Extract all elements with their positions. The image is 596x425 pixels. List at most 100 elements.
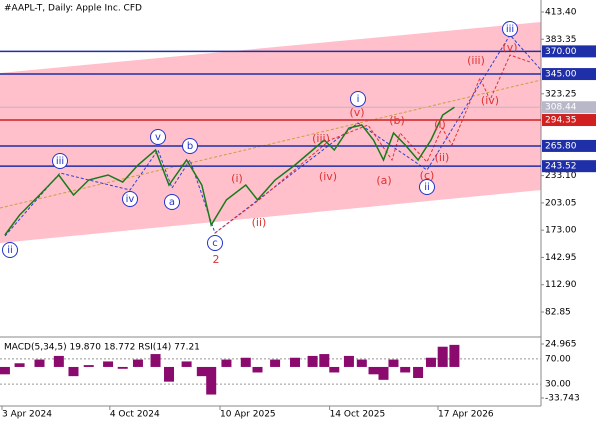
rsi-tick-label: 70.00 [545,354,571,364]
subwave-label: (v) [502,41,517,54]
macd-bar [0,366,10,375]
wave-circle [419,179,435,195]
y-tick-label: 82.85 [545,307,571,317]
y-tick-label: 142.95 [545,253,577,263]
wave-label: iv [126,194,135,205]
subwave-label: (i) [231,172,243,185]
subwave-label: 2 [213,253,220,266]
level-label-box [542,160,596,173]
wave-circle [207,235,223,251]
macd-bar [103,361,114,367]
level-label-box [542,139,596,152]
level-label-box [542,101,596,114]
level-label: 294.35 [545,116,577,126]
macd-bar [356,359,367,367]
macd-bar [388,359,399,367]
subwave-label: (i) [434,118,446,131]
wave-label: b [187,141,193,152]
wave-label: v [155,132,161,143]
macd-bar [150,354,161,367]
level-label: 243.52 [545,162,577,172]
macd-bar [221,359,232,367]
y-tick-label: 233.10 [545,171,577,181]
wave-circle [164,194,180,210]
subwave-label: (ii) [435,151,450,164]
level-label: 370.00 [545,47,577,57]
macd-bar [117,366,128,369]
y-tick-label: 413.40 [545,7,577,17]
macd-bar [240,357,251,367]
wave-circle [182,138,198,154]
x-tick-label: 17 Apr 2026 [438,410,494,420]
macd-bar [252,366,263,373]
macd-bar [68,366,79,377]
wave-label: i [357,94,360,105]
wave-label: iii [506,24,514,35]
y-tick-label: 323.25 [545,89,577,99]
subwave-label: (v) [349,106,364,119]
y-tick-label: 173.00 [545,226,577,236]
macd-bar [270,359,281,367]
x-tick-label: 4 Oct 2024 [110,410,160,420]
macd-bar [319,354,330,367]
macd-bar [378,366,389,380]
wave-circle [52,153,68,169]
x-tick-label: 3 Apr 2024 [2,410,52,420]
y-tick-label: 203.05 [545,198,577,208]
macd-bar [164,366,175,382]
macd-bar [34,359,45,367]
wave-circle [2,242,18,258]
subwave-label: (ii) [252,216,267,229]
x-tick-label: 10 Apr 2025 [220,410,276,420]
macd-bar [343,355,354,367]
wave-label: a [169,197,175,208]
macd-bar [132,359,143,367]
wave-circle [502,21,518,37]
macd-tick-label: -33.743 [545,393,580,403]
trend-line [0,79,542,209]
level-label-box [542,68,596,81]
subwave-label: (iv) [319,170,337,183]
wave-circle [150,129,166,145]
level-label: 265.80 [545,141,577,151]
macd-bar [368,366,379,375]
level-label-box [542,114,596,127]
channel [0,22,541,243]
macd-bar [290,357,301,367]
macd-bar [14,363,25,367]
y-tick-label: 112.90 [545,280,577,290]
price-line [4,106,455,236]
subwave-label: (iii) [312,132,330,145]
macd-tick-label: 24.965 [545,339,577,349]
macd-bar [206,366,217,395]
macd-bar [437,346,448,367]
macd-bar [400,366,411,373]
subwave-label: (c) [420,169,435,182]
wave-circle [350,91,366,107]
macd-bar [53,355,64,367]
subwave-label: (iii) [467,54,485,67]
macd-bar [413,366,424,378]
wave-label: ii [424,182,430,193]
wave-circle [122,191,138,207]
subwave-label: (b) [389,114,405,127]
subwave-path [214,54,531,234]
wave-path [4,34,542,237]
macd-bar [83,365,94,367]
subwave-label: (iv) [481,94,499,107]
macd-bar [181,361,192,367]
chart-title: #AAPL-T, Daily: Apple Inc. CFD [4,4,142,14]
level-label-box [542,45,596,58]
x-tick-label: 14 Oct 2025 [330,410,386,420]
indicator-title: MACD(5,34,5) 19.870 18.772 RSI(14) 77.21 [4,343,200,353]
macd-bar [196,366,207,377]
level-label: 308.44 [545,103,577,113]
level-label: 345.00 [545,70,577,80]
wave-label: iii [56,156,64,167]
macd-bar [329,366,340,373]
y-tick-label: 383.35 [545,35,577,45]
subwave-label: (a) [376,174,391,187]
macd-bar [449,344,460,367]
macd-bar [307,355,318,367]
